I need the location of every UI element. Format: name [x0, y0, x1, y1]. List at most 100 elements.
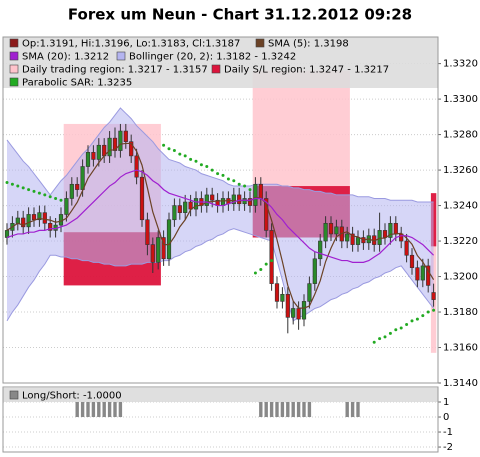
- sar-dot: [162, 143, 166, 147]
- candle-body: [393, 223, 398, 235]
- sar-dot: [48, 195, 52, 199]
- candle-body: [350, 233, 355, 245]
- bar: [91, 402, 96, 418]
- candle-body: [161, 237, 166, 260]
- candle-body: [318, 240, 323, 260]
- sar-dot: [415, 317, 419, 321]
- sar-dot: [167, 147, 171, 151]
- candle-body: [237, 194, 242, 205]
- candle-body: [301, 301, 307, 320]
- sar-dot: [248, 188, 252, 192]
- sar-dot: [226, 177, 230, 181]
- candle-body: [382, 230, 388, 238]
- legend-swatch: [9, 77, 19, 87]
- chart-title: Forex um Neun - Chart 31.12.2012 09:28: [68, 6, 412, 24]
- bar: [80, 402, 85, 418]
- candle-body: [118, 130, 123, 151]
- candle-body: [312, 258, 317, 284]
- sar-dot: [378, 337, 382, 341]
- legend-label: Parabolic SAR: 1.3235: [22, 78, 132, 89]
- legend-swatch: [211, 64, 221, 74]
- legend-swatch: [9, 38, 19, 48]
- legend-label: Daily trading region: 1.3217 - 1.3157: [22, 65, 208, 76]
- legend-label: Op:1.3191, Hi:1.3196, Lo:1.3183, Cl:1.31…: [22, 39, 240, 50]
- y-tick-label: 1.3220: [443, 236, 478, 247]
- bar: [345, 402, 349, 418]
- indicator-line: [6, 142, 435, 309]
- candle-body: [107, 137, 112, 157]
- candle-body: [48, 223, 53, 231]
- legend-label: Daily S/L region: 1.3247 - 1.3217: [224, 65, 389, 76]
- candle-body: [420, 265, 425, 281]
- candle-body: [21, 217, 26, 228]
- candle-body: [166, 219, 172, 260]
- sar-dot: [264, 262, 268, 266]
- sar-dot: [372, 340, 376, 344]
- bar: [264, 402, 268, 418]
- candle-body: [247, 198, 253, 206]
- sar-dot: [21, 186, 25, 190]
- y-tick-label: 1.3320: [443, 59, 478, 70]
- candle-body: [134, 155, 139, 178]
- sar-dot: [199, 163, 203, 167]
- sar-dot: [383, 335, 387, 339]
- candle-body: [69, 183, 74, 199]
- candle-body: [145, 219, 150, 245]
- bar: [275, 402, 279, 418]
- candle-body: [231, 194, 236, 205]
- y-tick-label: 1.3300: [443, 94, 478, 105]
- bar: [280, 402, 285, 418]
- candle-body: [328, 223, 334, 235]
- legend-label: SMA (5): 1.3198: [268, 39, 349, 50]
- legend-label: Bollinger (20, 2): 1.3182 - 1.3242: [129, 52, 296, 63]
- sar-dot: [421, 314, 425, 318]
- sar-dot: [394, 328, 398, 332]
- band-area: [7, 107, 434, 321]
- plot-frame: [2, 386, 439, 453]
- bar: [118, 402, 123, 418]
- bar: [86, 402, 90, 418]
- candle-body: [280, 293, 285, 302]
- bar: [97, 402, 101, 418]
- bar: [356, 402, 360, 418]
- bar: [291, 402, 295, 418]
- candle-body: [404, 240, 409, 256]
- candle-body: [193, 198, 199, 210]
- bar: [107, 402, 112, 418]
- sar-dot: [189, 157, 193, 161]
- sar-dot: [221, 173, 225, 177]
- candle-body: [112, 137, 118, 151]
- candle-body: [258, 183, 263, 199]
- y-tick-label: 1: [443, 397, 449, 408]
- sar-dot: [232, 179, 236, 183]
- sar-dot: [32, 189, 36, 193]
- candle-body: [156, 237, 161, 263]
- candle-body: [80, 166, 85, 190]
- y-tick-label: -2: [443, 442, 453, 453]
- sar-dot: [405, 322, 409, 326]
- candle-body: [274, 283, 280, 302]
- legend-box: [3, 388, 438, 402]
- indicator-line: [6, 169, 435, 263]
- sar-dot: [43, 193, 47, 197]
- y-tick-label: 0: [443, 412, 449, 423]
- candle-body: [296, 308, 301, 320]
- band-upper: [6, 107, 434, 203]
- trading-region: [252, 70, 350, 187]
- y-tick-label: 1.3240: [443, 201, 478, 212]
- candle-body: [210, 194, 215, 201]
- legend-label: SMA (20): 1.3212: [22, 52, 109, 63]
- legend-swatch: [255, 38, 265, 48]
- candle-body: [172, 205, 177, 221]
- bar: [113, 402, 117, 418]
- candle-body: [307, 283, 312, 302]
- candle-body: [431, 292, 436, 300]
- candle-body: [150, 244, 155, 263]
- bar: [296, 402, 301, 418]
- candle-body: [269, 230, 274, 284]
- candle-body: [4, 230, 10, 238]
- sar-dot: [210, 168, 214, 172]
- sar-dot: [253, 271, 257, 275]
- sar-dot: [27, 188, 31, 192]
